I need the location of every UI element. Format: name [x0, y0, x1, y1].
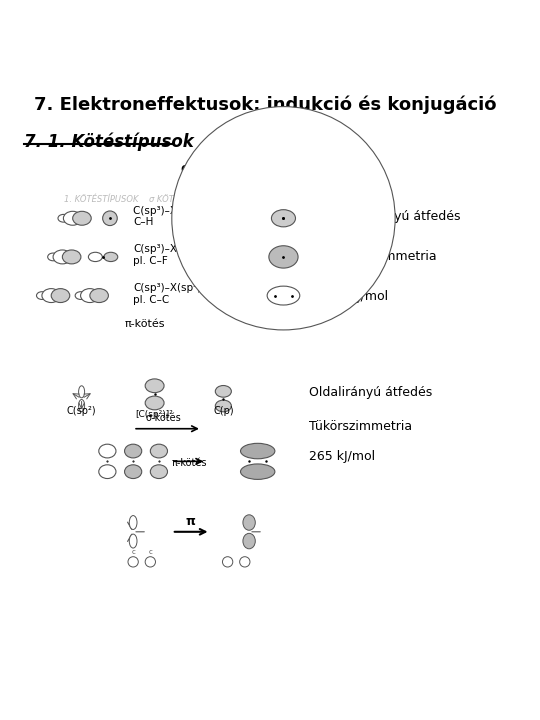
- Ellipse shape: [104, 252, 118, 261]
- Ellipse shape: [267, 286, 300, 305]
- Ellipse shape: [48, 253, 58, 261]
- Ellipse shape: [99, 465, 116, 479]
- Text: σ-kötés: σ-kötés: [180, 163, 240, 176]
- Ellipse shape: [75, 292, 86, 300]
- Ellipse shape: [73, 211, 91, 225]
- Text: C(sp²): C(sp²): [67, 405, 97, 415]
- Ellipse shape: [125, 465, 141, 479]
- Ellipse shape: [129, 534, 137, 548]
- Text: 340 kJ/mol: 340 kJ/mol: [322, 289, 388, 302]
- Circle shape: [172, 107, 395, 330]
- Ellipse shape: [215, 400, 231, 412]
- Ellipse shape: [145, 379, 164, 392]
- Ellipse shape: [90, 289, 109, 302]
- Ellipse shape: [150, 444, 167, 458]
- Ellipse shape: [89, 252, 102, 261]
- Ellipse shape: [272, 210, 295, 227]
- Ellipse shape: [79, 400, 85, 412]
- Text: π-kötés: π-kötés: [171, 458, 207, 468]
- Circle shape: [103, 211, 117, 225]
- Ellipse shape: [243, 515, 255, 530]
- Text: Hengerszimmetria: Hengerszimmetria: [322, 250, 438, 263]
- Text: 1. KÖTÉSTÍPUSOK    σ KÖTÉS: 1. KÖTÉSTÍPUSOK σ KÖTÉS: [64, 195, 185, 204]
- Ellipse shape: [150, 465, 167, 479]
- Text: [C(sp²)]²: [C(sp²)]²: [136, 410, 173, 419]
- Ellipse shape: [58, 215, 69, 222]
- Text: Tengelyirányú átfedés: Tengelyirányú átfedés: [322, 210, 461, 222]
- Text: σ-kötés: σ-kötés: [145, 413, 181, 423]
- Text: C(p): C(p): [213, 405, 234, 415]
- Ellipse shape: [42, 289, 60, 302]
- Ellipse shape: [243, 534, 255, 549]
- Ellipse shape: [62, 250, 81, 264]
- Ellipse shape: [37, 292, 48, 300]
- Ellipse shape: [145, 396, 164, 410]
- Ellipse shape: [53, 250, 72, 264]
- Ellipse shape: [129, 516, 137, 529]
- Text: Tükörszimmetria: Tükörszimmetria: [309, 420, 413, 433]
- Ellipse shape: [79, 386, 85, 397]
- Text: 265 kJ/mol: 265 kJ/mol: [309, 450, 375, 463]
- Ellipse shape: [99, 444, 116, 458]
- Text: 7. 1. Kötéstípusok: 7. 1. Kötéstípusok: [24, 132, 194, 151]
- Ellipse shape: [63, 211, 82, 225]
- Text: C(sp³)–X(s) pl.
C–H: C(sp³)–X(s) pl. C–H: [133, 206, 207, 228]
- Text: π: π: [186, 515, 195, 528]
- Ellipse shape: [240, 464, 275, 480]
- Text: 7. Elektroneffektusok: indukció és konjugáció: 7. Elektroneffektusok: indukció és konju…: [35, 96, 497, 114]
- Text: C(sp³)–X(p)
pl. C–F: C(sp³)–X(p) pl. C–F: [133, 244, 192, 266]
- Text: Oldalirányú átfedés: Oldalirányú átfedés: [309, 386, 433, 399]
- Ellipse shape: [51, 289, 70, 302]
- Text: c: c: [131, 549, 135, 555]
- Text: c: c: [148, 549, 152, 555]
- Ellipse shape: [269, 246, 298, 268]
- Text: C(sp³)–X(sp³)
pl. C–C: C(sp³)–X(sp³) pl. C–C: [133, 283, 201, 305]
- Ellipse shape: [215, 385, 231, 397]
- Ellipse shape: [80, 289, 99, 302]
- Text: π-kötés: π-kötés: [125, 319, 165, 329]
- Ellipse shape: [240, 444, 275, 459]
- Ellipse shape: [125, 444, 141, 458]
